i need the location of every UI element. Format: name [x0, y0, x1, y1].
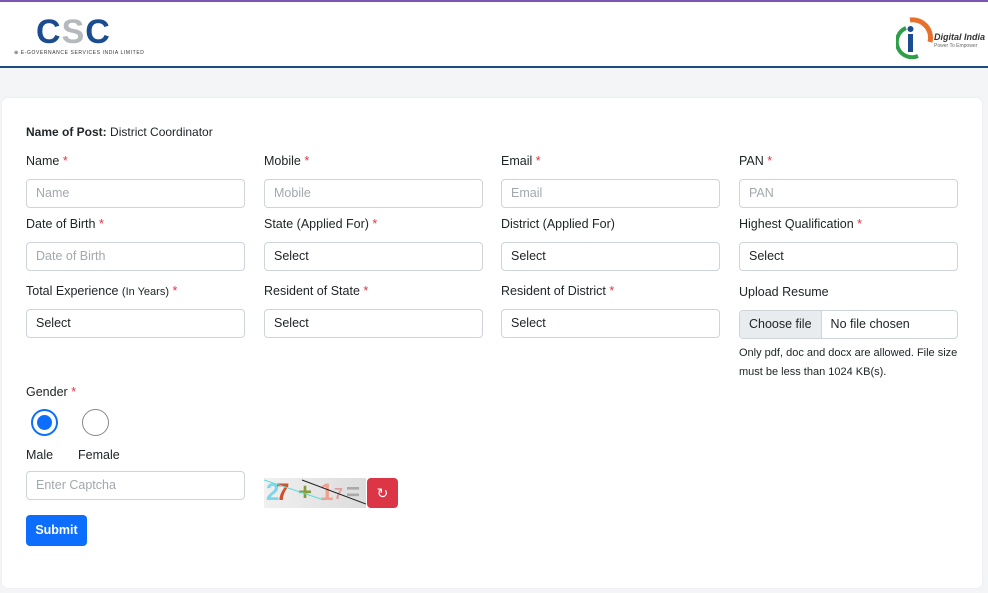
date-of-birth-field: Date of Birth * Date of Birth — [26, 217, 245, 271]
state-applied-for-label: State (Applied For) * — [264, 217, 378, 231]
female-label: Female — [78, 448, 120, 462]
pan-field: PAN * PAN — [739, 154, 958, 208]
digital-india-logo: Digital India Power To Empower — [894, 14, 986, 60]
choose-file-button[interactable]: Choose file — [740, 311, 822, 338]
date-of-birth-input[interactable]: Date of Birth — [26, 242, 245, 271]
resume-help-text: Only pdf, doc and docx are allowed. File… — [739, 347, 958, 378]
resident-of-district-field: Resident of District * Select — [501, 284, 720, 338]
name-input[interactable]: Name — [26, 179, 245, 208]
application-form: Name of Post: District Coordinator Name … — [2, 98, 982, 588]
resident-of-district-label: Resident of District * — [501, 284, 615, 298]
state-applied-for-field: State (Applied For) * Select — [264, 217, 483, 271]
file-status: No file chosen — [830, 317, 910, 331]
upload-resume-field: Upload Resume Choose file No file chosen… — [739, 285, 958, 382]
captcha-input[interactable]: Enter Captcha — [26, 471, 245, 500]
email-field: Email * Email — [501, 154, 720, 208]
district-applied-for-label: District (Applied For) — [501, 217, 615, 231]
gender-male-radio[interactable] — [31, 409, 58, 436]
highest-qualification-select[interactable]: Select — [739, 242, 958, 271]
male-label: Male — [26, 448, 54, 462]
pan-label: PAN * — [739, 154, 773, 168]
state-applied-for-select[interactable]: Select — [264, 242, 483, 271]
mobile-field: Mobile * Mobile — [264, 154, 483, 208]
resume-file-input[interactable]: Choose file No file chosen — [739, 310, 958, 339]
refresh-icon: ↻ — [376, 485, 389, 501]
header: CSC ⊕ E-GOVERNANCE SERVICES INDIA LIMITE… — [0, 2, 988, 68]
gender-female-radio[interactable] — [82, 409, 109, 436]
top-accent-bar — [0, 0, 988, 2]
submit-button[interactable]: Submit — [26, 515, 87, 546]
mobile-label: Mobile * — [264, 154, 310, 168]
resident-of-district-select[interactable]: Select — [501, 309, 720, 338]
mobile-input[interactable]: Mobile — [264, 179, 483, 208]
refresh-captcha-button[interactable]: ↻ — [367, 478, 398, 508]
highest-qualification-field: Highest Qualification * Select — [739, 217, 958, 271]
total-experience-label: Total Experience (In Years) * — [26, 284, 178, 298]
csc-logo: CSC ⊕ E-GOVERNANCE SERVICES INDIA LIMITE… — [14, 13, 145, 56]
email-input[interactable]: Email — [501, 179, 720, 208]
pan-input[interactable]: PAN — [739, 179, 958, 208]
date-of-birth-label: Date of Birth * — [26, 217, 104, 231]
district-applied-for-select[interactable]: Select — [501, 242, 720, 271]
resident-of-state-select[interactable]: Select — [264, 309, 483, 338]
name-label: Name * — [26, 154, 68, 168]
resident-of-state-field: Resident of State * Select — [264, 284, 483, 338]
name-field: Name * Name — [26, 154, 245, 208]
total-experience-field: Total Experience (In Years) * Select — [26, 284, 245, 338]
post-name: Name of Post: District Coordinator — [26, 125, 213, 139]
gender-label: Gender * — [26, 385, 77, 399]
captcha-field: Enter Captcha — [26, 471, 245, 500]
district-applied-for-field: District (Applied For) Select — [501, 217, 720, 271]
highest-qualification-label: Highest Qualification * — [739, 217, 863, 231]
total-experience-select[interactable]: Select — [26, 309, 245, 338]
email-label: Email * — [501, 154, 541, 168]
resident-of-state-label: Resident of State * — [264, 284, 369, 298]
